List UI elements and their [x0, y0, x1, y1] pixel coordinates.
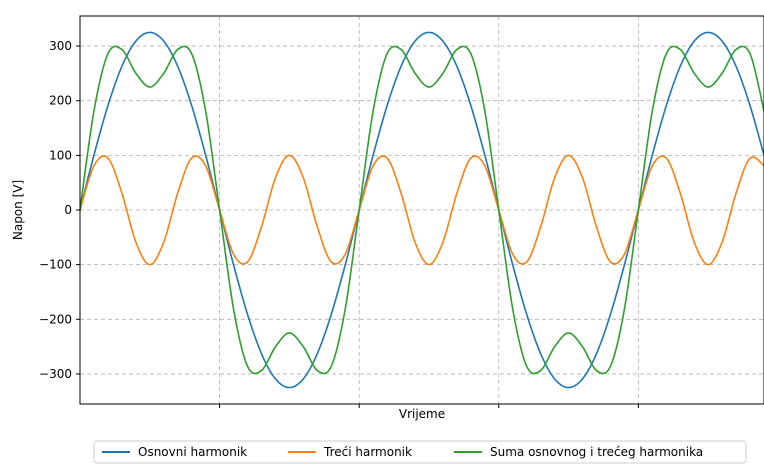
legend-frame: [93, 440, 747, 464]
legend-label-2: Suma osnovnog i trećeg harmonika: [490, 445, 703, 459]
series-line-2: [80, 45, 764, 375]
y-tick-label-6: 300: [49, 39, 72, 53]
y-ticks: −300 −200 −100 0 100 200 300: [39, 39, 639, 408]
y-axis-label: Napon [V]: [11, 180, 25, 240]
y-tick-label-0: −300: [39, 367, 72, 381]
legend: Osnovni harmonik Treći harmonik Suma osnov…: [93, 440, 747, 464]
y-tick-label-3: 0: [64, 203, 72, 217]
x-axis-label: Vrijeme: [399, 407, 445, 421]
y-tick-label-2: −100: [39, 258, 72, 272]
series-line-0: [80, 31, 764, 389]
legend-label-0: Osnovni harmonik: [138, 445, 247, 459]
legend-label-1: Treći harmonik: [323, 445, 412, 459]
series-lines: [80, 31, 764, 389]
y-tick-label-5: 200: [49, 94, 72, 108]
y-tick-label-1: −200: [39, 312, 72, 326]
grid-lines: [80, 16, 764, 404]
series-line-1: [80, 154, 764, 266]
y-tick-label-4: 100: [49, 148, 72, 162]
